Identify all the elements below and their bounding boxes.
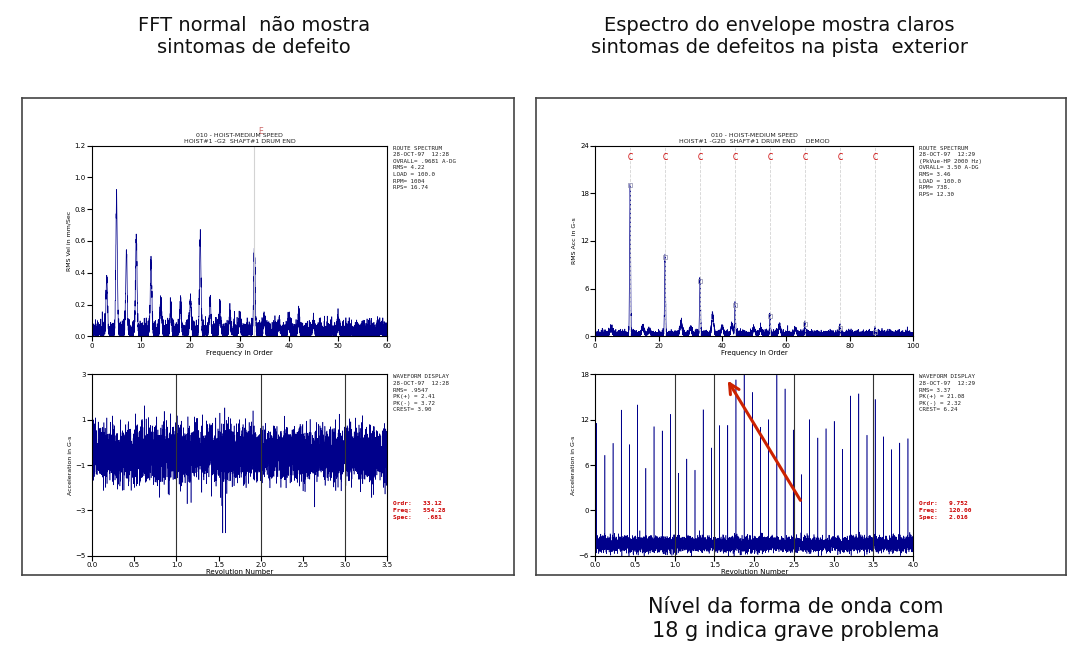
Text: C: C [662,153,668,161]
Y-axis label: Acceleration in G-s: Acceleration in G-s [67,436,72,495]
Text: WAVEFORM DISPLAY
28-OCT-97  12:29
RMS= 3.37
PK(+) = 21.08
PK(-) = 2.32
CREST= 6.: WAVEFORM DISPLAY 28-OCT-97 12:29 RMS= 3.… [919,374,975,413]
Text: E: E [259,127,263,136]
Text: WAVEFORM DISPLAY
28-OCT-97  12:28
RMS= .9547
PK(+) = 2.41
PK(-) = 3.72
CREST= 3.: WAVEFORM DISPLAY 28-OCT-97 12:28 RMS= .9… [393,374,449,413]
X-axis label: Frequency in Order: Frequency in Order [207,350,273,356]
Text: Espectro do envelope mostra claros
sintomas de defeitos na pista  exterior: Espectro do envelope mostra claros sinto… [591,16,967,57]
Text: Ordr:   9.752
Freq:   120.00
Spec:   2.016: Ordr: 9.752 Freq: 120.00 Spec: 2.016 [919,502,972,520]
Text: C: C [628,153,633,161]
Text: C: C [767,153,773,161]
Text: ROUTE SPECTRUM
28-OCT-97  12:28
OVRALL= .9681 A-DG
RMS= 4.22
LOAD = 100.0
RPM= 1: ROUTE SPECTRUM 28-OCT-97 12:28 OVRALL= .… [393,146,456,190]
Text: FFT normal  não mostra
sintomas de defeito: FFT normal não mostra sintomas de defeit… [138,16,370,57]
Text: Nível da forma de onda com
18 g indica grave problema: Nível da forma de onda com 18 g indica g… [647,597,944,641]
Text: Ordr:   33.12
Freq:   554.28
Spec:    .681: Ordr: 33.12 Freq: 554.28 Spec: .681 [393,502,446,520]
Y-axis label: RMS Acc in G-s: RMS Acc in G-s [572,217,577,264]
Text: C: C [698,153,702,161]
Title: 010 - HOIST-MEDIUM SPEED
HOIST#1 -G2D  SHAFT#1 DRUM END     DEMOD: 010 - HOIST-MEDIUM SPEED HOIST#1 -G2D SH… [678,133,830,144]
Title: 010 - HOIST-MEDIUM SPEED
HOIST#1 -G2  SHAFT#1 DRUM END: 010 - HOIST-MEDIUM SPEED HOIST#1 -G2 SHA… [184,133,295,144]
Y-axis label: RMS Vel in mm/Sec: RMS Vel in mm/Sec [67,211,71,271]
Y-axis label: Acceleration in G-s: Acceleration in G-s [570,436,576,495]
Text: C: C [803,153,807,161]
X-axis label: Frequency in Order: Frequency in Order [721,350,788,356]
Text: C: C [872,153,878,161]
Text: C: C [837,153,843,161]
Text: C: C [733,153,738,161]
X-axis label: Revolution Number: Revolution Number [721,569,788,575]
Text: ROUTE SPECTRUM
28-OCT-97  12:29
(PkVue-HP 2000 Hz)
OVRALL= 3.50 A-DG
RMS= 3.46
L: ROUTE SPECTRUM 28-OCT-97 12:29 (PkVue-HP… [919,146,981,197]
X-axis label: Revolution Number: Revolution Number [206,569,274,575]
